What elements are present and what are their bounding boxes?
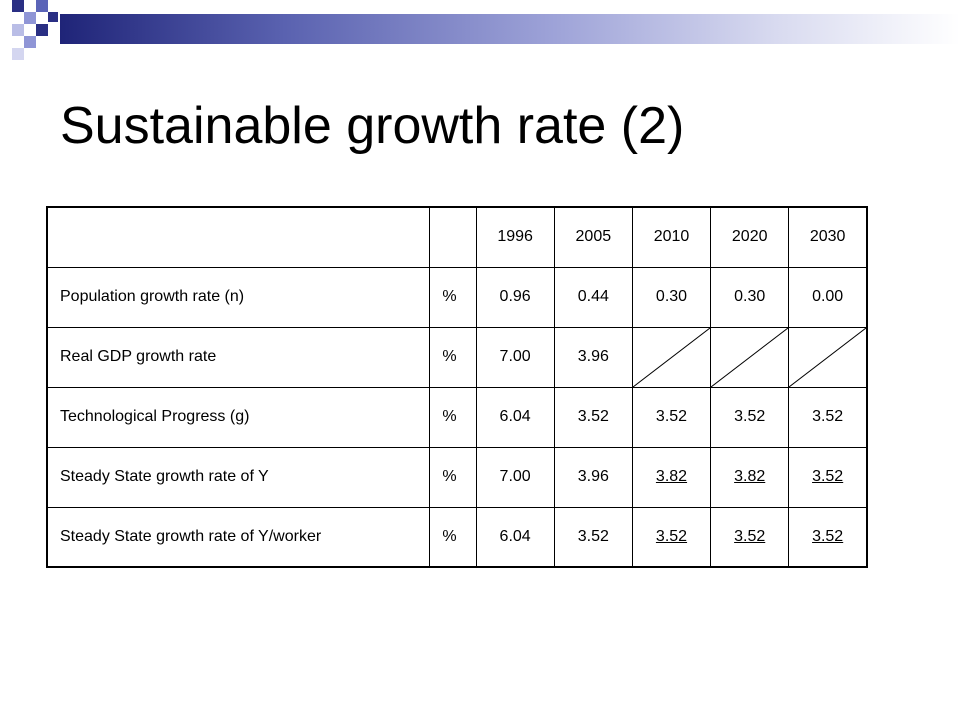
year-header: 2005 xyxy=(553,206,633,268)
row-unit: % xyxy=(429,446,477,508)
decorative-square xyxy=(48,12,58,22)
value-cell: 3.52 xyxy=(788,386,868,448)
value-cell: 3.96 xyxy=(553,446,633,508)
value-cell: 3.82 xyxy=(631,446,712,508)
table-row: Technological Progress (g) % 6.04 3.52 3… xyxy=(46,386,868,448)
decorative-square xyxy=(36,0,48,12)
table-row: Real GDP growth rate % 7.00 3.96 xyxy=(46,326,868,388)
row-label: Steady State growth rate of Y xyxy=(46,446,431,508)
table-row: Population growth rate (n) % 0.96 0.44 0… xyxy=(46,266,868,328)
row-unit: % xyxy=(429,386,477,448)
value-cell: 0.30 xyxy=(631,266,712,328)
year-header: 2010 xyxy=(631,206,712,268)
value-cell: 7.00 xyxy=(475,326,555,388)
value-cell: 6.04 xyxy=(475,506,555,568)
not-applicable-cell xyxy=(631,326,712,388)
value-cell: 0.00 xyxy=(788,266,868,328)
value-cell: 0.96 xyxy=(475,266,555,328)
row-label: Population growth rate (n) xyxy=(46,266,431,328)
value-cell: 3.96 xyxy=(553,326,633,388)
value-cell: 3.82 xyxy=(710,446,790,508)
value-cell: 3.52 xyxy=(553,506,633,568)
year-header: 2020 xyxy=(710,206,790,268)
growth-rate-table: 1996 2005 2010 2020 2030 Population grow… xyxy=(46,206,868,568)
underlined-value: 3.52 xyxy=(734,527,766,545)
underlined-value: 3.52 xyxy=(655,527,688,545)
row-unit: % xyxy=(429,506,477,568)
table-header-row: 1996 2005 2010 2020 2030 xyxy=(46,206,868,268)
decorative-square xyxy=(36,24,48,36)
row-label: Steady State growth rate of Y/worker xyxy=(46,506,431,568)
underlined-value: 3.82 xyxy=(655,468,688,485)
year-header: 1996 xyxy=(475,206,555,268)
not-applicable-cell xyxy=(710,326,790,388)
value-cell: 3.52 xyxy=(788,446,868,508)
value-cell: 3.52 xyxy=(710,386,790,448)
row-unit: % xyxy=(429,266,477,328)
value-cell: 0.30 xyxy=(710,266,790,328)
slide-header-decoration xyxy=(0,0,960,60)
value-cell: 6.04 xyxy=(475,386,555,448)
value-cell: 3.52 xyxy=(788,506,868,568)
value-cell: 3.52 xyxy=(553,386,633,448)
decorative-square xyxy=(12,24,24,36)
header-gradient-bar xyxy=(60,14,960,44)
value-cell: 3.52 xyxy=(631,506,712,568)
decorative-square xyxy=(12,0,24,12)
header-label-cell xyxy=(46,206,431,268)
year-header: 2030 xyxy=(788,206,868,268)
value-cell: 0.44 xyxy=(553,266,633,328)
decorative-square xyxy=(12,48,24,60)
slide-title: Sustainable growth rate (2) xyxy=(60,97,685,155)
table-row: Steady State growth rate of Y/worker % 6… xyxy=(46,506,868,568)
table-row: Steady State growth rate of Y % 7.00 3.9… xyxy=(46,446,868,508)
row-label: Technological Progress (g) xyxy=(46,386,431,448)
value-cell: 3.52 xyxy=(631,386,712,448)
header-unit-cell xyxy=(429,206,477,268)
row-unit: % xyxy=(429,326,477,388)
row-label: Real GDP growth rate xyxy=(46,326,431,388)
underlined-value: 3.52 xyxy=(812,527,844,545)
value-cell: 7.00 xyxy=(475,446,555,508)
decorative-square xyxy=(24,12,36,24)
underlined-value: 3.82 xyxy=(734,468,766,485)
decorative-square xyxy=(24,36,36,48)
underlined-value: 3.52 xyxy=(812,468,844,485)
not-applicable-cell xyxy=(788,326,868,388)
value-cell: 3.52 xyxy=(710,506,790,568)
